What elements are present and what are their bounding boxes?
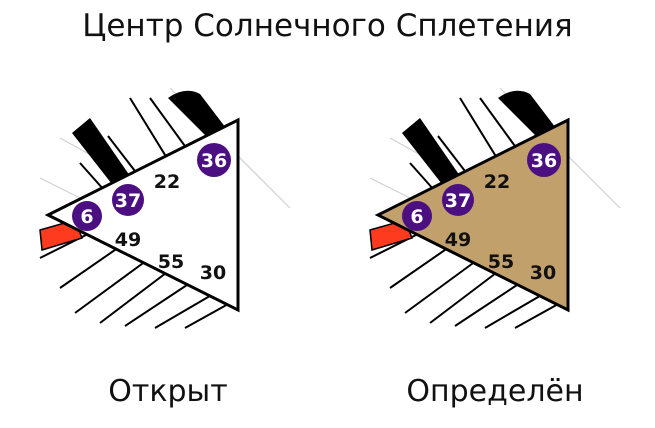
channel-lines-bottom xyxy=(369,227,561,329)
gate-37-label: 37 xyxy=(445,190,471,212)
gate-30-label: 30 xyxy=(530,262,556,284)
gate-30-label: 30 xyxy=(200,262,226,284)
gate-6-circle xyxy=(402,201,432,231)
solar-plexus-triangle xyxy=(44,117,240,313)
gate-36-label: 36 xyxy=(531,150,557,172)
solar-plexus-open-diagram: 36 37 6 22 49 55 30 xyxy=(20,78,300,338)
solar-plexus-defined-svg: 36 37 6 22 49 55 30 xyxy=(369,87,621,329)
gate-36-circle xyxy=(527,143,561,177)
gate-49-label: 49 xyxy=(115,229,141,251)
gate-6-circle xyxy=(72,201,102,231)
gate-37-label: 37 xyxy=(115,190,141,212)
solar-plexus-triangle xyxy=(374,117,570,313)
caption-open: Открыт xyxy=(108,374,228,409)
gate-55-label: 55 xyxy=(488,251,514,273)
gate-55-label: 55 xyxy=(158,251,184,273)
solar-plexus-defined-diagram: 36 37 6 22 49 55 30 xyxy=(350,78,630,338)
caption-defined: Определён xyxy=(406,374,584,409)
page-title: Центр Солнечного Сплетения xyxy=(82,8,573,44)
gate-22-label: 22 xyxy=(484,171,510,193)
gate-6-label: 6 xyxy=(80,206,93,228)
gate-37-circle xyxy=(112,184,144,216)
gate-36-circle xyxy=(197,143,231,177)
solar-plexus-open-svg: 36 37 6 22 49 55 30 xyxy=(39,87,291,329)
gate-6-label: 6 xyxy=(410,206,423,228)
gate-37-circle xyxy=(442,184,474,216)
gate-22-label: 22 xyxy=(154,171,180,193)
gate-49-label: 49 xyxy=(445,229,471,251)
gate-36-label: 36 xyxy=(201,150,227,172)
